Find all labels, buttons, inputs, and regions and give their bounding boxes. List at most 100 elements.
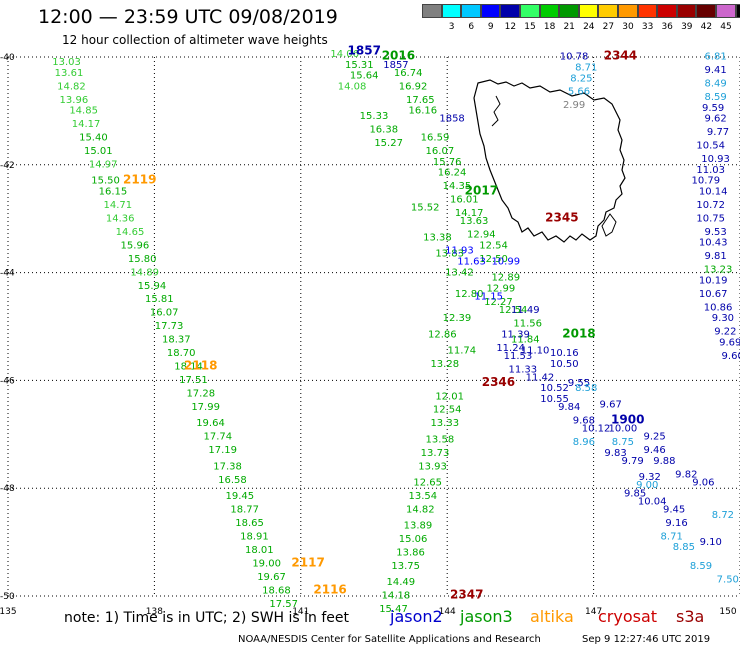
wave-height-point: 14.35 [443,181,472,192]
y-tick-label: -44 [0,269,15,279]
wave-height-point: 17.19 [208,445,237,456]
wave-height-point: 10.16 [550,348,579,359]
wave-height-point: 12.39 [443,313,472,324]
wave-height-point: 10.93 [701,154,730,165]
satellite-jason3: jason3 [460,607,513,626]
wave-height-point: 1858 [439,114,464,125]
wave-height-point: 9.25 [643,432,665,443]
wave-height-point: 17.99 [191,402,220,413]
wave-height-point: 10.19 [699,275,728,286]
wave-height-point: 16.92 [399,81,428,92]
pass-time-label: 2116 [313,582,346,596]
x-tick-label: 147 [585,607,602,617]
y-tick-label: -46 [0,376,15,386]
pass-time-label: 2117 [291,555,324,569]
wave-height-point: 15.81 [145,294,174,305]
wave-height-point: 9.53 [704,227,726,238]
wave-height-point: 10.78 [560,52,589,63]
wave-height-point: 10.04 [638,496,667,507]
x-tick-label: 138 [146,607,163,617]
wave-height-point: 9.55 [568,378,590,389]
legend-label: 9 [487,22,494,32]
x-tick-label: 141 [292,607,309,617]
wave-height-point: 15.64 [350,71,379,82]
wave-height-point: 13.61 [55,68,84,79]
wave-height-point: 10.00 [609,424,638,435]
legend-label: 18 [543,22,556,32]
legend-label: 42 [700,22,713,32]
wave-height-point: 11.84 [511,335,540,346]
wave-height-point: 11.56 [513,319,542,330]
pass-time-label: 2016 [382,49,415,63]
wave-height-point: 14.82 [406,504,435,515]
wave-height-point: 9.88 [653,456,675,467]
wave-height-point: 8.72 [712,510,734,521]
wave-height-point: 13.83 [435,248,464,259]
wave-height-point: 18.65 [235,518,264,529]
wave-height-point: 11.39 [501,329,530,340]
legend-swatch [618,4,638,18]
wave-height-point: 9.06 [692,478,714,489]
legend-label: 12 [504,22,517,32]
wave-height-point: 14.17 [455,208,484,219]
legend-swatch [422,4,442,18]
wave-height-point: 10.54 [696,141,725,152]
wave-height-point: 12.65 [413,478,442,489]
wave-height-point: 13.23 [704,265,733,276]
legend-label: 30 [622,22,634,32]
wave-height-point: 13.73 [421,448,450,459]
wave-height-point: 17.65 [406,95,435,106]
legend-swatch [598,4,618,18]
wave-height-point: 9.45 [663,504,685,515]
wave-height-point: 16.38 [369,124,398,135]
wave-height-point: 18.01 [245,545,274,556]
legend-swatch [657,4,677,18]
wave-height-point: 5.66 [568,87,590,98]
legend-label: 21 [563,22,575,32]
wave-height-point: 13.58 [426,434,455,445]
wave-height-point: 13.54 [408,491,437,502]
wave-height-point: 10.79 [692,176,721,187]
wave-height-point: 15.47 [379,604,408,615]
wave-height-point: 19.45 [225,491,254,502]
wave-height-point: 10.99 [491,257,520,268]
chart-subtitle: 12 hour collection of altimeter wave hei… [62,33,328,47]
legend-swatch [716,4,736,18]
generation-time: Sep 9 12:27:46 UTC 2019 [582,634,711,645]
pass-time-label: 2344 [604,49,637,63]
wave-height-point: 9.22 [714,327,736,338]
satellite-altika: altika [530,607,574,626]
wave-height-point: 11.42 [526,372,555,383]
legend-label: 39 [681,22,693,32]
wave-height-point: 12.01 [435,391,464,402]
wave-height-point: 19.67 [257,572,286,583]
wave-height-point: 11.03 [696,165,725,176]
wave-height-point: 14.08 [338,81,367,92]
wave-height-point: 10.55 [540,394,569,405]
legend-label: 24 [583,22,595,32]
wave-height-point: 15.76 [433,157,462,168]
wave-height-point: 10.14 [699,186,728,197]
wave-height-point: 13.63 [460,216,489,227]
wave-height-point: 12.27 [484,297,513,308]
legend-label: 70 [736,22,740,32]
wave-height-point: 12.86 [428,329,457,340]
wave-height-point: 17.73 [155,321,184,332]
credit-line: NOAA/NESDIS Center for Satellite Applica… [238,634,541,645]
wave-height-point: 11.49 [511,305,540,316]
satellite-cryosat: cryosat [598,607,658,626]
legend-swatch [539,4,560,18]
wave-height-point: 9.59 [702,103,724,114]
chart-title: 12:00 — 23:59 UTC 09/08/2019 [38,6,338,28]
wave-height-point: 15.27 [374,138,403,149]
satellite-s3a: s3a [676,607,705,626]
x-tick-label: 150 [719,607,736,617]
wave-height-point: 9.82 [675,469,697,480]
wave-height-point: 9.69 [719,337,740,348]
wave-height-point: 17.28 [186,389,215,400]
wave-height-point: 13.33 [430,418,459,429]
pass-time-label: 2119 [123,173,156,187]
wave-height-point: 18.68 [262,585,291,596]
y-tick-label: -40 [0,53,15,63]
